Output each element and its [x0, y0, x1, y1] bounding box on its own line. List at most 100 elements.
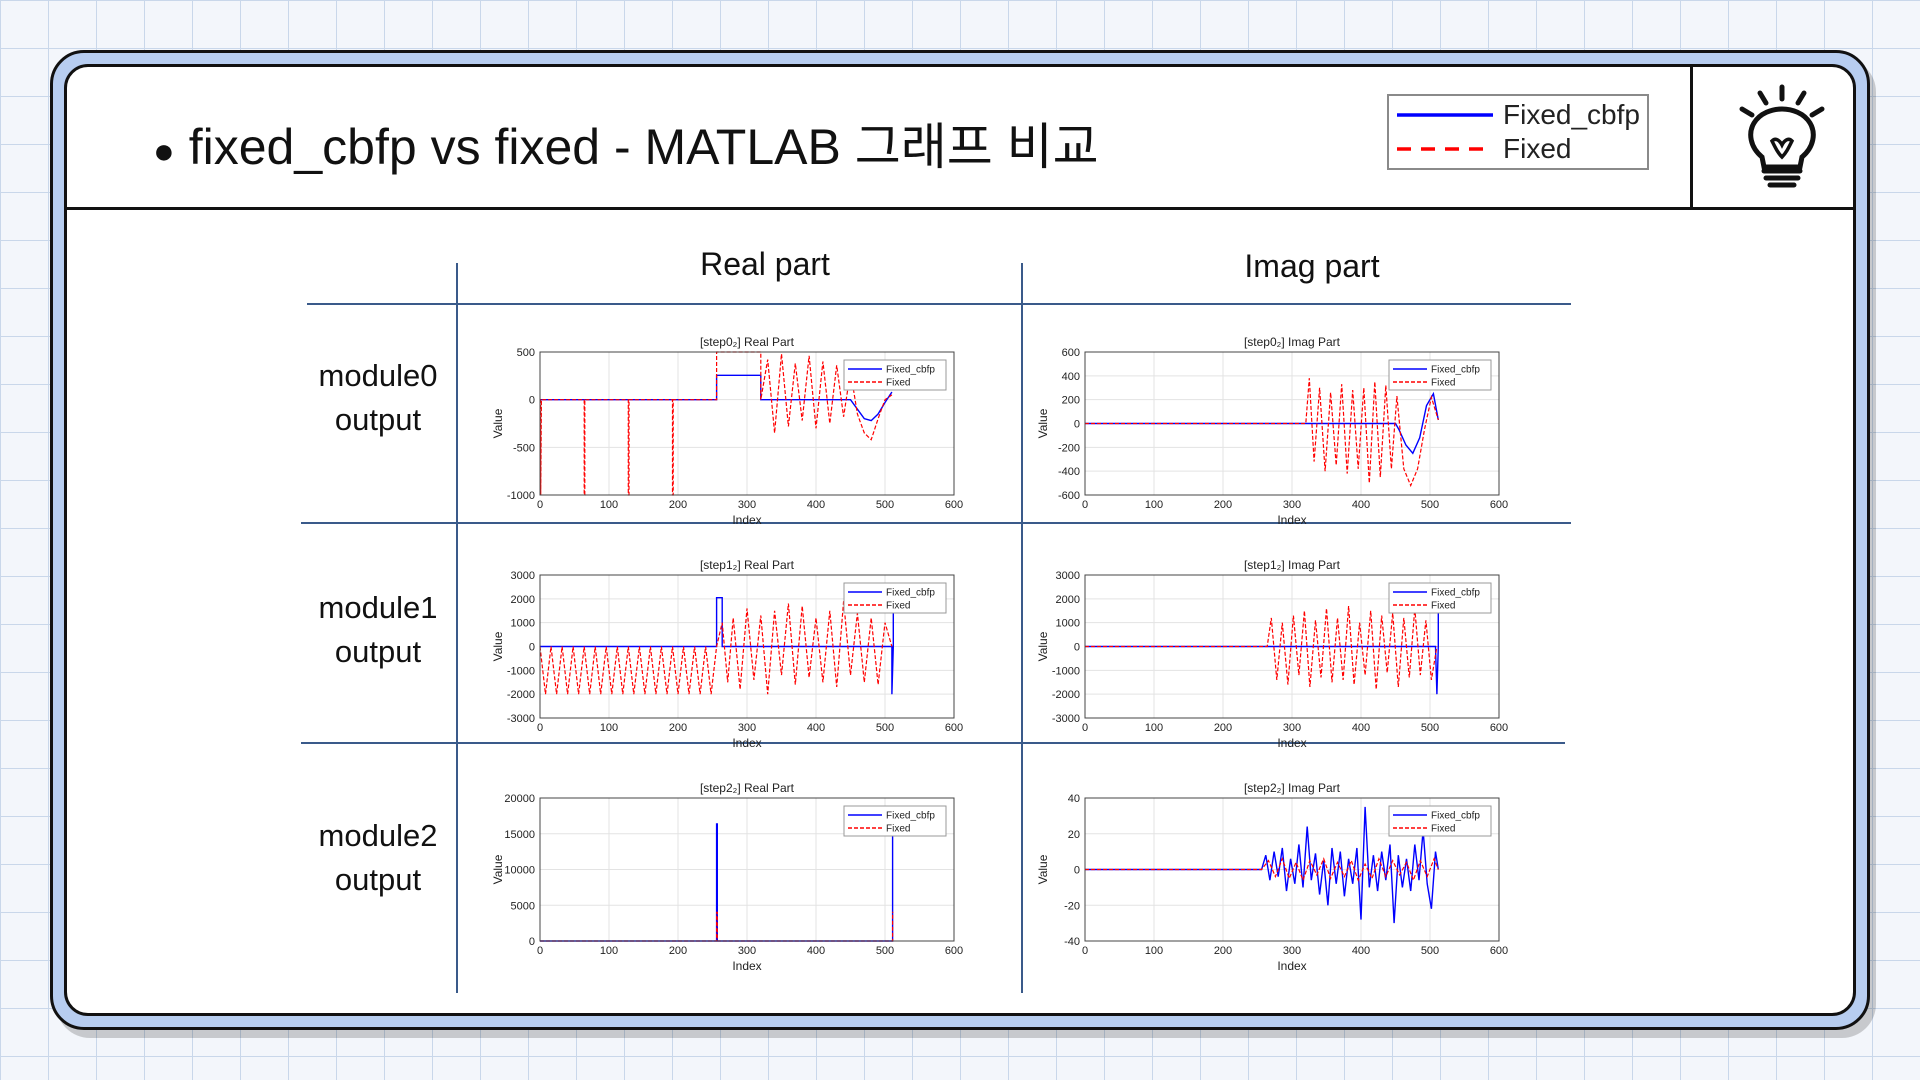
x-tick-label: 100 — [600, 945, 618, 957]
legend-label: Fixed_cbfp — [886, 811, 935, 822]
table-divider-row2 — [301, 742, 1565, 744]
y-tick-label: 40 — [1068, 793, 1080, 805]
dashed-line-icon — [1397, 147, 1493, 151]
row-label-line: module1 — [318, 590, 438, 625]
row-label-line: output — [334, 634, 422, 669]
x-tick-label: 600 — [1490, 945, 1508, 957]
x-tick-label: 300 — [1283, 945, 1301, 957]
x-tick-label: 100 — [600, 722, 618, 734]
chart-title: [step0₂] Imag Part — [1244, 335, 1341, 349]
row-label-line: output — [334, 862, 422, 897]
chart-title: [step1₂] Real Part — [700, 558, 795, 572]
axes-box — [1084, 574, 1500, 719]
y-tick-label: 20000 — [504, 793, 535, 805]
series-line-fixed — [1085, 857, 1439, 882]
x-tick-label: 400 — [807, 722, 825, 734]
x-tick-label: 500 — [876, 722, 894, 734]
series-line-fixed-cbfp — [540, 823, 894, 942]
y-tick-label: 0 — [1074, 642, 1080, 654]
y-tick-label: 0 — [1074, 419, 1080, 431]
x-tick-label: 0 — [1082, 722, 1088, 734]
x-tick-label: 600 — [1490, 722, 1508, 734]
series-line-fixed — [1085, 605, 1438, 690]
y-tick-label: -1000 — [507, 490, 535, 502]
legend-label: Fixed_cbfp — [1431, 365, 1480, 376]
series-line-fixed — [540, 911, 894, 942]
legend-label: Fixed — [1431, 601, 1455, 612]
y-tick-label: -200 — [1058, 442, 1080, 454]
row-label-line: module0 — [318, 358, 438, 393]
x-tick-label: 500 — [1421, 722, 1439, 734]
y-tick-label: -1000 — [507, 665, 535, 677]
column-header-real: Real part — [700, 246, 830, 282]
legend-item-fixed: Fixed — [1395, 132, 1571, 166]
axes-box — [539, 574, 955, 719]
chart-title: [step2₂] Real Part — [700, 781, 795, 795]
x-tick-label: 400 — [807, 499, 825, 511]
legend-box — [1388, 582, 1492, 614]
lightbulb-icon — [1739, 84, 1825, 188]
legend-label: Fixed — [1503, 133, 1572, 164]
x-tick-label: 300 — [1283, 722, 1301, 734]
chart-step2-real: [step2₂] Real Part 0 100 200 300 400 500 600 0 50… — [491, 781, 963, 973]
x-tick-label: 100 — [1145, 499, 1163, 511]
table-divider-header — [307, 303, 1571, 305]
y-tick-label: -500 — [513, 442, 535, 454]
chart-step0-imag: [step0₂] Imag Part 0 100 200 300 400 500 600 -60… — [1036, 335, 1508, 527]
x-tick-label: 0 — [1082, 499, 1088, 511]
table-divider-col0 — [456, 263, 458, 993]
x-tick-label: 0 — [537, 499, 543, 511]
title-text: fixed_cbfp vs fixed - MATLAB 그래프 비교 — [188, 119, 1099, 175]
legend-label: Fixed_cbfp — [886, 365, 935, 376]
x-tick-label: 500 — [876, 945, 894, 957]
legend-box — [1388, 805, 1492, 837]
row-label-module2: module2 output — [293, 814, 463, 902]
y-tick-label: -2000 — [1052, 689, 1080, 701]
legend-label: Fixed_cbfp — [1431, 811, 1480, 822]
header-legend: Fixed_cbfp Fixed — [1387, 94, 1649, 170]
y-tick-label: 3000 — [1056, 570, 1080, 582]
y-axis-label: Value — [1036, 854, 1050, 884]
row-label-line: module2 — [318, 818, 438, 853]
y-tick-label: 5000 — [511, 900, 535, 912]
x-tick-label: 400 — [1352, 945, 1370, 957]
x-tick-label: 500 — [876, 499, 894, 511]
legend-label: Fixed — [886, 601, 910, 612]
series-line-fixed-cbfp — [1085, 613, 1439, 695]
y-tick-label: 3000 — [511, 570, 535, 582]
legend-label: Fixed — [886, 378, 910, 389]
row-label-module0: module0 output — [293, 354, 463, 442]
chart-title: [step2₂] Imag Part — [1244, 781, 1341, 795]
x-tick-label: 600 — [945, 722, 963, 734]
x-tick-label: 300 — [738, 945, 756, 957]
axes-box — [1084, 351, 1500, 496]
legend-box — [843, 805, 947, 837]
y-tick-label: 600 — [1062, 347, 1080, 359]
chart-step1-real: [step1₂] Real Part 0 100 200 300 400 500 600 -30… — [491, 558, 963, 750]
x-tick-label: 300 — [738, 499, 756, 511]
y-tick-label: 0 — [529, 936, 535, 948]
axes-box — [1084, 797, 1500, 942]
x-axis-label: Index — [1277, 959, 1306, 973]
page-title: ● fixed_cbfp vs fixed - MATLAB 그래프 비교 — [153, 107, 1099, 179]
header-divider — [1690, 67, 1693, 210]
legend-label: Fixed — [1431, 824, 1455, 835]
chart-legend: Fixed_cbfp Fixed — [843, 359, 947, 391]
table-divider-row1 — [301, 522, 1571, 524]
series-line-fixed-cbfp — [540, 374, 893, 422]
x-tick-label: 0 — [537, 722, 543, 734]
x-tick-label: 100 — [600, 499, 618, 511]
legend-box — [843, 359, 947, 391]
y-axis-label: Value — [1036, 631, 1050, 661]
x-tick-label: 200 — [669, 722, 687, 734]
chart-legend: Fixed_cbfp Fixed — [843, 805, 947, 837]
y-tick-label: 0 — [529, 395, 535, 407]
x-tick-label: 600 — [945, 945, 963, 957]
x-tick-label: 500 — [1421, 499, 1439, 511]
y-tick-label: -600 — [1058, 490, 1080, 502]
table-divider-col1 — [1021, 263, 1023, 993]
x-tick-label: 0 — [537, 945, 543, 957]
y-tick-label: 200 — [1062, 395, 1080, 407]
chart-legend: Fixed_cbfp Fixed — [1388, 582, 1492, 614]
x-axis-label: Index — [732, 736, 761, 750]
